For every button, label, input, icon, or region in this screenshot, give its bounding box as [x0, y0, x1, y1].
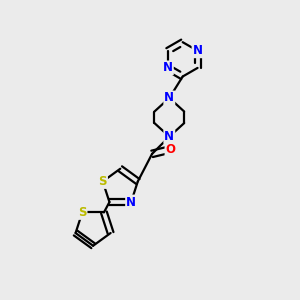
- Text: S: S: [98, 175, 107, 188]
- Text: N: N: [164, 130, 174, 143]
- Text: N: N: [164, 92, 174, 104]
- Text: N: N: [163, 61, 173, 74]
- Text: S: S: [78, 206, 86, 219]
- Text: O: O: [166, 143, 176, 156]
- Text: N: N: [193, 44, 202, 57]
- Text: N: N: [126, 196, 136, 208]
